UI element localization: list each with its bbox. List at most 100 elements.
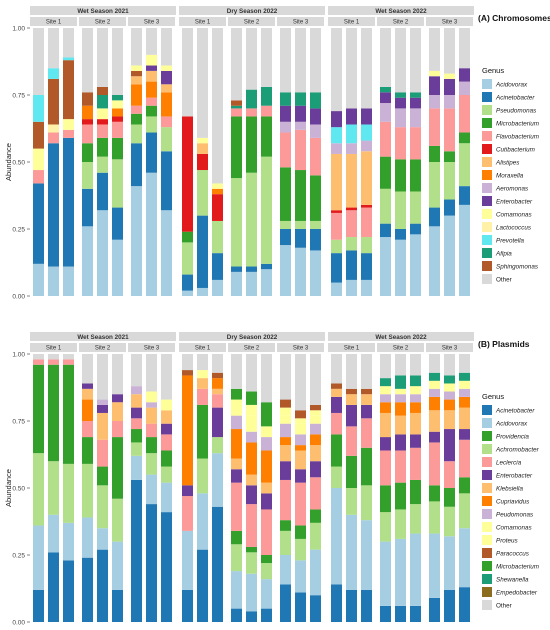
site-label: Site 1 xyxy=(195,20,211,26)
legend-label: Klebsiella xyxy=(496,486,523,493)
bar-segment-acinetobacter xyxy=(310,229,321,251)
site-strip xyxy=(30,17,77,26)
bar-segment-pseudomonas xyxy=(97,156,108,173)
season-strip xyxy=(30,6,176,15)
bar-segment-acinetobacter xyxy=(182,274,193,291)
season-strip xyxy=(179,332,325,341)
bar-segment-klebsiella xyxy=(346,394,357,405)
bar-segment-enterobacter xyxy=(212,407,223,438)
bar-segment-klebsiella xyxy=(212,388,223,395)
bar-segment-leclercia xyxy=(97,439,108,467)
bar-segment-leclercia xyxy=(380,450,391,486)
bar-segment-paracoccus xyxy=(280,399,291,408)
legend-label: Other xyxy=(496,277,512,284)
bar-segment-pseudomonas xyxy=(280,220,291,229)
bar-segment-microbacterium xyxy=(82,143,93,162)
bar-segment-alistipes xyxy=(331,153,342,211)
bar-segment-comamonas xyxy=(146,54,157,66)
bar-segment-acidovorax xyxy=(310,549,321,596)
bar-segment-aeromonas xyxy=(459,81,470,95)
bar-segment-flavobacterium xyxy=(331,212,342,240)
bar-segment-cupriavidus xyxy=(410,402,421,413)
bar-segment-pseudomonas xyxy=(261,156,272,264)
bar-segment-enterobacter xyxy=(146,65,157,71)
legend-swatch xyxy=(482,196,492,206)
season-group: Wet Season 2022 Site 1 Site 2 Site 3 xyxy=(328,6,474,296)
y-tick-label: 1.00 xyxy=(12,26,25,33)
bar-segment-leclercia xyxy=(197,388,208,405)
bar-segment-other xyxy=(459,28,470,69)
bar-segment-enterobacter xyxy=(131,407,142,419)
bar-segment-aeromonas xyxy=(331,143,342,154)
bar-segment-acidovorax xyxy=(395,239,406,296)
bar-segment-acidovorax xyxy=(82,517,93,558)
bar-segment-acidovorax xyxy=(429,226,440,296)
bar-segment-shewanella xyxy=(395,375,406,389)
bar-segment-enterobacter xyxy=(395,434,406,451)
bar-segment-providencia xyxy=(197,404,208,459)
y-tick-label: 0.75 xyxy=(12,93,25,100)
bar-segment-enterobacter xyxy=(361,404,372,419)
bar-segment-pseudomonas xyxy=(197,170,208,216)
bar-segment-acinetobacter xyxy=(261,608,272,622)
bar-segment-acinetobacter xyxy=(429,207,440,227)
bar-segment-pseudomonas xyxy=(395,191,406,229)
bar-segment-providencia xyxy=(48,364,59,462)
bar-segment-enterobacter xyxy=(97,404,108,413)
bar-segment-leclercia xyxy=(33,359,44,365)
bar-segment-comamonas xyxy=(246,415,257,432)
bar-segment-leclercia xyxy=(395,450,406,483)
bar-segment-cupriavidus xyxy=(395,402,406,416)
bar-segment-moraxella xyxy=(161,92,172,117)
legend-label: Comamonas xyxy=(496,525,533,532)
bar-segment-comamonas xyxy=(380,386,391,395)
site-strip xyxy=(79,17,126,26)
bar-segment-acinetobacter xyxy=(444,199,455,216)
bar-segment-acidovorax xyxy=(310,250,321,296)
bar-segment-other xyxy=(331,28,342,112)
bar-segment-acinetobacter xyxy=(395,229,406,240)
bar-segment-microbacterium xyxy=(380,156,391,189)
y-tick-label: 0.25 xyxy=(12,553,25,560)
bar-segment-providencia xyxy=(295,525,306,539)
bar-segment-alistipes xyxy=(131,76,142,85)
bar-segment-providencia xyxy=(131,429,142,443)
bar-segment-cupriavidus xyxy=(261,450,272,483)
bar-segment-enterobacter xyxy=(429,76,440,95)
bar-segment-acidovorax xyxy=(197,287,208,296)
bar-segment-peudomonas xyxy=(395,394,406,403)
bar-segment-flavobacterium xyxy=(295,129,306,171)
site-strip xyxy=(328,17,375,26)
bar-segment-other xyxy=(63,28,74,58)
bar-segment-klebsiella xyxy=(97,412,108,440)
bar-segment-klebsiella xyxy=(295,450,306,470)
bar-segment-flavobacterium xyxy=(63,129,74,138)
bar-segment-acinetobacter xyxy=(280,229,291,246)
legend-swatch xyxy=(482,131,492,141)
legend-label: Acinetobacter xyxy=(495,408,535,415)
bar-segment-other xyxy=(331,354,342,384)
legend-swatch xyxy=(482,405,492,415)
bar-segment-enterobacter xyxy=(395,97,406,109)
bar-segment-leclercia xyxy=(146,423,157,438)
bar-segment-microbacterium xyxy=(395,159,406,192)
bar-segment-flavobacterium xyxy=(33,170,44,184)
panel-title: (B) Plasmids xyxy=(478,339,530,349)
site-strip xyxy=(128,343,175,352)
bar-segment-leclercia xyxy=(410,447,421,480)
site-label: Site 3 xyxy=(293,346,309,352)
bar-segment-leclercia xyxy=(112,421,123,438)
legend-label: Afipia xyxy=(495,251,512,258)
legend-label: Flavobacterium xyxy=(496,134,539,141)
bar-segment-acidovorax xyxy=(444,215,455,296)
bar-segment-acidovorax xyxy=(212,453,223,507)
bar-segment-other xyxy=(146,28,157,55)
bar-segment-acinetobacter xyxy=(280,584,291,622)
site-strip xyxy=(179,17,226,26)
legend-swatch xyxy=(482,209,492,219)
bar-segment-klebsiella xyxy=(197,378,208,389)
bar-segment-klebsiella xyxy=(82,388,93,400)
bar-segment-providencia xyxy=(246,546,257,553)
bar-segment-pseudomonas xyxy=(231,178,242,267)
bar-segment-other xyxy=(82,28,93,93)
